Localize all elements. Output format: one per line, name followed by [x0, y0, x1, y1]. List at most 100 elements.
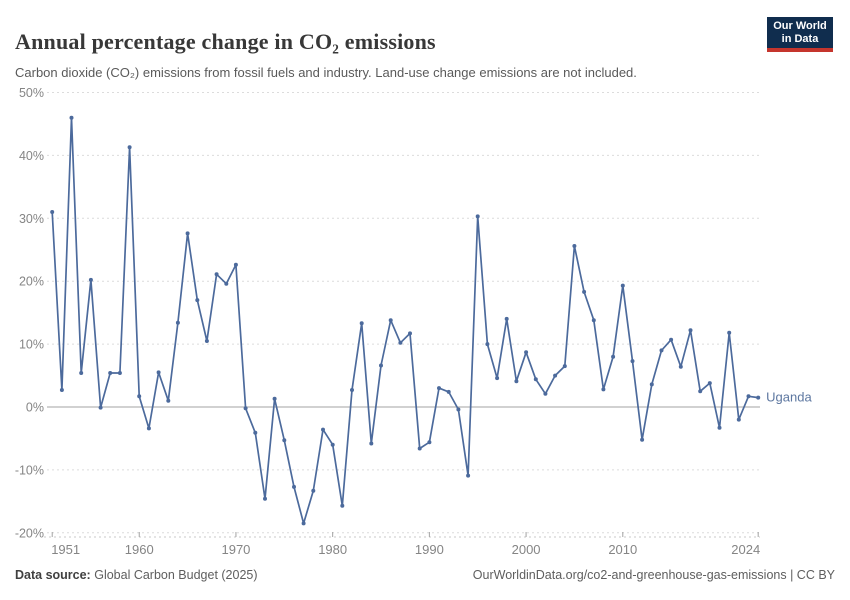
- data-point: [514, 379, 519, 384]
- entity-label: Uganda: [766, 390, 812, 405]
- data-point: [756, 395, 761, 400]
- data-point: [359, 321, 364, 326]
- x-tick-label: 2010: [608, 542, 637, 557]
- data-point: [427, 440, 432, 445]
- data-point: [117, 371, 122, 375]
- data-point: [543, 391, 548, 396]
- data-point: [146, 426, 151, 431]
- owid-logo-line2: in Data: [781, 32, 819, 45]
- x-tick-label: 2000: [512, 542, 541, 557]
- data-point: [698, 389, 703, 394]
- data-point: [301, 521, 306, 526]
- owid-logo[interactable]: Our World in Data: [767, 17, 833, 52]
- x-tick-label: 1980: [318, 542, 347, 557]
- y-tick-label: -10%: [15, 463, 44, 477]
- series-line-uganda: [51, 116, 760, 525]
- data-point: [50, 210, 55, 214]
- data-point: [611, 354, 616, 359]
- data-point: [446, 389, 451, 394]
- page-subtitle: Carbon dioxide (CO₂) emissions from foss…: [15, 65, 637, 80]
- page-title: Annual percentage change in CO₂ emission…: [15, 28, 436, 54]
- data-point: [601, 387, 606, 392]
- data-point: [417, 446, 422, 451]
- data-point: [185, 231, 190, 236]
- data-point: [98, 405, 103, 410]
- data-point: [233, 262, 238, 267]
- data-point: [69, 115, 74, 120]
- data-point: [678, 364, 683, 369]
- y-tick-label: 30%: [19, 212, 44, 226]
- data-point: [408, 331, 412, 336]
- data-point: [175, 320, 180, 325]
- data-point: [253, 430, 258, 435]
- data-point: [736, 417, 741, 422]
- data-point: [688, 328, 693, 333]
- data-point: [330, 442, 335, 447]
- data-point: [311, 488, 316, 493]
- data-point: [437, 386, 441, 391]
- data-point: [379, 363, 383, 368]
- data-point: [504, 316, 509, 321]
- data-point: [466, 473, 471, 478]
- data-point: [272, 396, 277, 401]
- y-tick-label: -20%: [15, 526, 44, 540]
- data-point: [166, 398, 171, 403]
- chart-footer: Data source: Global Carbon Budget (2025)…: [15, 568, 835, 582]
- data-point: [204, 339, 209, 343]
- data-point: [243, 406, 248, 411]
- data-point: [156, 370, 161, 375]
- data-point: [59, 388, 64, 392]
- data-point: [630, 359, 635, 364]
- data-point: [620, 283, 625, 288]
- data-point: [456, 407, 461, 412]
- data-point: [717, 425, 722, 430]
- data-point: [533, 377, 538, 382]
- data-point: [640, 437, 645, 442]
- data-point: [572, 244, 577, 248]
- data-point: [282, 438, 287, 443]
- data-source-value: Global Carbon Budget (2025): [94, 568, 258, 582]
- data-source: Data source: Global Carbon Budget (2025): [15, 568, 258, 582]
- data-point: [224, 281, 229, 286]
- data-point: [727, 330, 732, 335]
- y-tick-label: 0%: [26, 401, 44, 415]
- data-point: [321, 427, 325, 432]
- data-point: [659, 348, 664, 353]
- x-tick-label: 1990: [415, 542, 444, 557]
- data-point: [524, 350, 529, 355]
- data-point: [214, 272, 219, 277]
- data-point: [669, 337, 674, 342]
- data-point: [398, 340, 403, 345]
- data-point: [485, 342, 490, 347]
- x-tick-label: 1951: [51, 542, 80, 557]
- data-point: [475, 214, 480, 219]
- data-source-label: Data source:: [15, 568, 91, 582]
- y-tick-label: 20%: [19, 275, 44, 289]
- x-tick-label: 2024: [731, 542, 760, 557]
- data-point: [137, 394, 142, 399]
- data-point: [195, 298, 200, 303]
- data-point: [292, 484, 296, 489]
- data-point: [263, 496, 267, 501]
- data-point: [591, 318, 596, 323]
- data-point: [388, 318, 393, 323]
- data-point: [746, 394, 751, 399]
- y-tick-label: 40%: [19, 149, 44, 163]
- data-point: [707, 381, 712, 386]
- data-point: [127, 145, 132, 150]
- x-tick-label: 1960: [125, 542, 154, 557]
- data-point: [649, 382, 654, 387]
- data-point: [582, 289, 587, 294]
- data-point: [553, 373, 558, 378]
- footer-link[interactable]: OurWorldinData.org/co2-and-greenhouse-ga…: [472, 568, 835, 582]
- data-point: [369, 441, 374, 446]
- owid-logo-line1: Our World: [773, 20, 827, 32]
- data-point: [108, 371, 113, 375]
- data-point: [340, 503, 345, 508]
- data-point: [88, 277, 93, 282]
- data-point: [350, 388, 354, 392]
- data-point: [495, 376, 500, 381]
- y-tick-label: 10%: [19, 338, 44, 352]
